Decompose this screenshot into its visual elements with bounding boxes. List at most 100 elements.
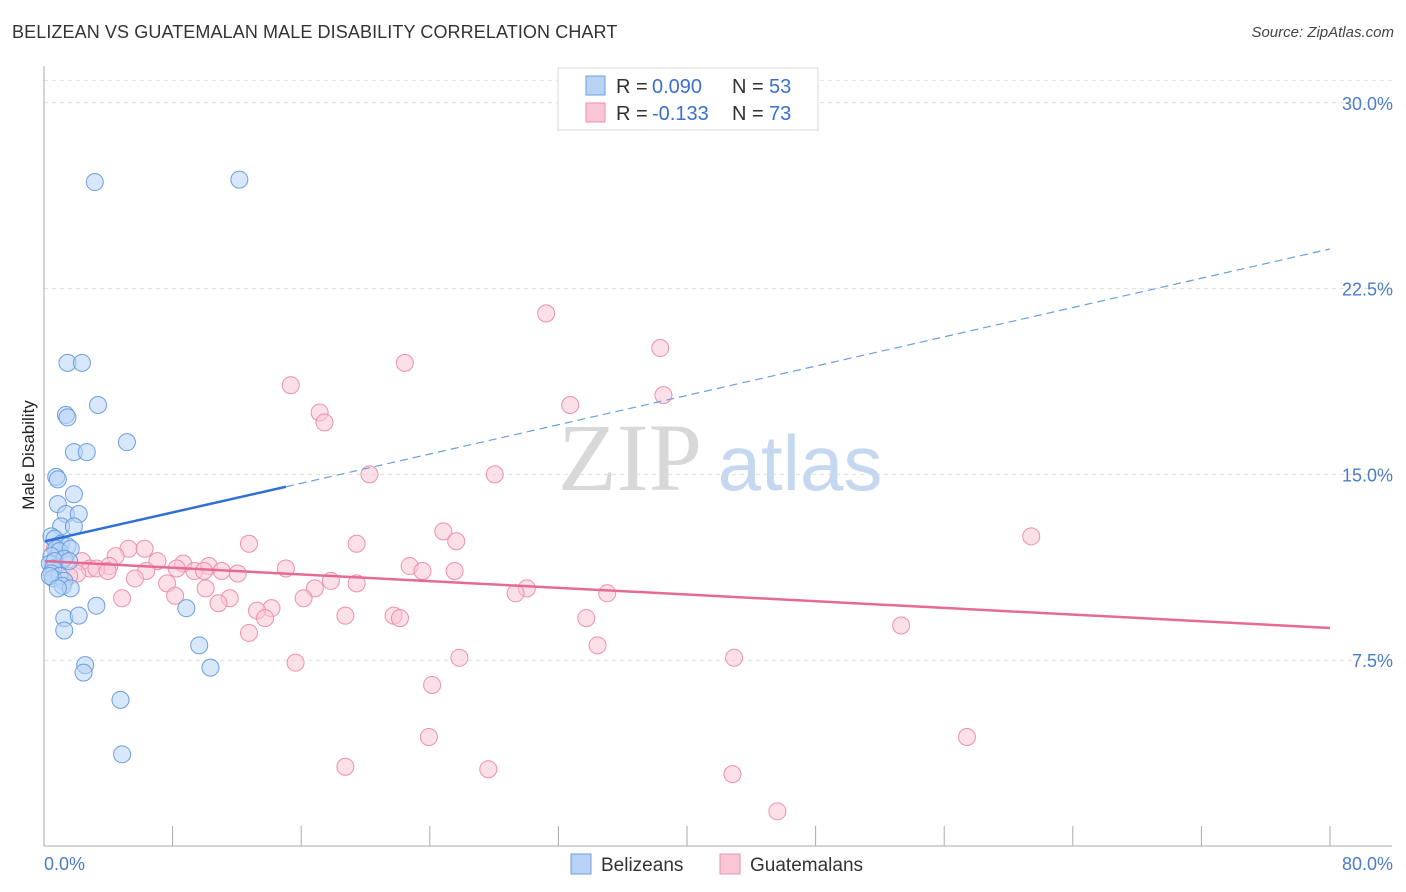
belizeans-point-46 <box>201 658 220 677</box>
guatemalans-point-38 <box>98 562 117 581</box>
belizeans-point-39 <box>87 596 106 615</box>
y-tick-label-0: 7.5% <box>1352 651 1393 671</box>
guatemalans-point-17 <box>135 539 154 558</box>
y-tick-label-1: 15.0% <box>1342 465 1393 485</box>
legend-n-value-1: 53 <box>769 76 791 98</box>
guatemalans-point-7 <box>315 413 334 432</box>
trend-lines <box>44 248 1331 630</box>
legend-swatch-belizeans <box>585 75 606 96</box>
guatemalans-point-43 <box>347 574 366 593</box>
axes <box>43 66 1392 847</box>
guatemalans-point-48 <box>598 584 617 603</box>
guatemalans-point-39 <box>228 564 247 583</box>
guatemalans-point-47 <box>506 584 525 603</box>
belizeans-point-11 <box>48 470 67 489</box>
y-tick-label-3: 30.0% <box>1342 94 1393 114</box>
guatemalans-point-53 <box>209 594 228 613</box>
guatemalans-point-56 <box>256 609 275 628</box>
belizeans-point-38 <box>48 579 67 598</box>
guatemalans-point-64 <box>450 648 469 667</box>
guatemalans-point-67 <box>423 675 442 694</box>
guatemalans-point-9 <box>485 465 504 484</box>
belizeans-point-0 <box>85 173 104 192</box>
legend-n-label-1: N = <box>732 76 764 98</box>
guatemalans-point-34 <box>413 562 432 581</box>
guatemalans-point-10 <box>434 522 453 541</box>
belizeans-points <box>40 170 249 764</box>
tick-labels: 7.5% 15.0% 22.5% 30.0% 0.0% 80.0% <box>44 94 1393 874</box>
guatemalans-trend-line <box>44 559 1331 630</box>
legend-swatch-guatemalans <box>585 102 606 123</box>
belizeans-point-6 <box>58 408 77 427</box>
guatemalans-point-66 <box>286 653 305 672</box>
bottom-legend-swatch-belizeans <box>570 853 592 875</box>
belizeans-point-44 <box>190 636 209 655</box>
belizeans-point-40 <box>177 599 196 618</box>
guatemalans-point-12 <box>1022 527 1041 546</box>
guatemalans-point-8 <box>360 465 379 484</box>
guatemalans-point-5 <box>561 396 580 415</box>
guatemalans-point-65 <box>725 648 744 667</box>
belizeans-point-47 <box>74 663 93 682</box>
guatemalans-points <box>45 304 1041 821</box>
belizeans-trend-line <box>44 485 287 543</box>
guatemalans-point-63 <box>588 636 607 655</box>
guatemalans-point-57 <box>336 606 355 625</box>
guatemalans-point-61 <box>892 616 911 635</box>
legend-r-label-1: R = <box>616 76 648 98</box>
guatemalans-point-2 <box>395 353 414 372</box>
guatemalans-point-13 <box>239 534 258 553</box>
guatemalans-point-40 <box>125 569 144 588</box>
series-legend: Belizeans Guatemalans <box>570 853 863 876</box>
guatemalans-point-1 <box>651 339 670 358</box>
belizeans-point-12 <box>64 485 83 504</box>
watermark-atlas: atlas <box>718 419 883 507</box>
guatemalans-point-70 <box>336 757 355 776</box>
guatemalans-point-73 <box>768 802 787 821</box>
guatemalans-point-71 <box>479 760 498 779</box>
belizeans-point-7 <box>117 433 136 452</box>
x-tick-label-max: 80.0% <box>1342 854 1393 874</box>
belizeans-point-49 <box>113 745 132 764</box>
guatemalans-point-51 <box>113 589 132 608</box>
chart-title: BELIZEAN VS GUATEMALAN MALE DISABILITY C… <box>12 22 618 42</box>
guatemalans-point-60 <box>577 609 596 628</box>
guatemalans-point-29 <box>195 562 214 581</box>
source-label: Source: ZipAtlas.com <box>1251 24 1394 41</box>
bottom-legend-guatemalans: Guatemalans <box>750 855 863 876</box>
y-tick-label-2: 22.5% <box>1342 280 1393 300</box>
bottom-legend-belizeans: Belizeans <box>601 855 683 876</box>
guatemalans-point-68 <box>957 727 976 746</box>
x-tick-label-min: 0.0% <box>44 854 85 874</box>
guatemalans-point-11 <box>447 532 466 551</box>
watermark-zip: ZIP <box>558 404 702 511</box>
belizeans-point-1 <box>230 170 249 189</box>
guatemalans-point-59 <box>390 609 409 628</box>
guatemalans-point-69 <box>419 727 438 746</box>
belizeans-point-4 <box>89 396 108 415</box>
belizeans-point-48 <box>111 690 130 709</box>
guatemalans-point-49 <box>166 586 185 605</box>
correlation-legend: R = 0.090 N = 53 R = -0.133 N = 73 <box>557 67 819 131</box>
belizeans-point-9 <box>77 443 96 462</box>
guatemalans-point-14 <box>347 534 366 553</box>
guatemalans-point-52 <box>294 589 313 608</box>
y-axis-label: Male Disability <box>19 400 38 510</box>
guatemalans-point-45 <box>196 579 215 598</box>
legend-r-value-2: -0.133 <box>652 103 709 125</box>
bottom-legend-swatch-guatemalans <box>719 853 741 875</box>
guatemalans-point-0 <box>537 304 556 323</box>
belizeans-point-42 <box>69 606 88 625</box>
guatemalans-point-3 <box>281 376 300 395</box>
legend-r-value-1: 0.090 <box>652 76 702 98</box>
legend-r-label-2: R = <box>616 103 648 125</box>
guatemalans-point-33 <box>445 562 464 581</box>
guatemalans-point-62 <box>239 623 258 642</box>
belizeans-trend-extension <box>285 248 1331 488</box>
legend-n-label-2: N = <box>732 103 764 125</box>
guatemalans-point-4 <box>654 386 673 405</box>
belizeans-point-43 <box>55 621 74 640</box>
guatemalans-point-72 <box>723 765 742 784</box>
belizeans-point-3 <box>72 353 91 372</box>
